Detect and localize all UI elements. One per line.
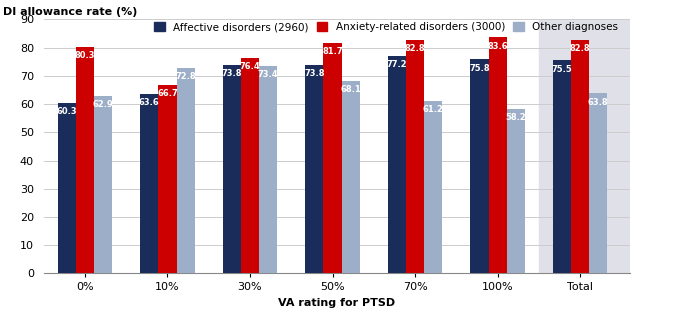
Text: 82.8: 82.8 <box>405 44 425 53</box>
Bar <box>158 85 176 273</box>
Bar <box>341 81 360 273</box>
Bar <box>507 109 525 273</box>
Text: 76.4: 76.4 <box>239 62 260 71</box>
Bar <box>306 65 323 273</box>
Text: 61.2: 61.2 <box>422 105 443 114</box>
Text: 77.2: 77.2 <box>387 60 407 69</box>
Bar <box>489 37 507 273</box>
Text: 63.8: 63.8 <box>588 98 608 106</box>
Bar <box>424 101 442 273</box>
Text: 63.6: 63.6 <box>139 98 160 107</box>
Bar <box>388 55 406 273</box>
Bar <box>259 66 277 273</box>
Text: 75.8: 75.8 <box>469 64 489 73</box>
Text: 80.3: 80.3 <box>74 51 95 60</box>
Text: 83.6: 83.6 <box>487 42 508 51</box>
Text: 60.3: 60.3 <box>56 107 77 117</box>
Text: DI allowance rate (%): DI allowance rate (%) <box>3 7 137 17</box>
Text: 75.5: 75.5 <box>552 65 573 73</box>
Legend: Affective disorders (2960), Anxiety-related disorders (3000), Other diagnoses: Affective disorders (2960), Anxiety-rela… <box>154 22 618 32</box>
X-axis label: VA rating for PTSD: VA rating for PTSD <box>278 298 395 308</box>
Bar <box>176 68 195 273</box>
Bar <box>470 60 489 273</box>
Bar <box>323 43 341 273</box>
Bar <box>76 47 94 273</box>
Text: 66.7: 66.7 <box>157 89 178 98</box>
Bar <box>140 94 158 273</box>
Text: 62.9: 62.9 <box>93 100 114 109</box>
Text: 58.2: 58.2 <box>506 113 526 123</box>
Bar <box>222 65 241 273</box>
Text: 81.7: 81.7 <box>322 47 343 56</box>
Text: 82.8: 82.8 <box>570 44 590 53</box>
Text: 68.1: 68.1 <box>340 85 361 94</box>
Bar <box>589 93 607 273</box>
Bar <box>553 60 571 273</box>
Bar <box>241 58 259 273</box>
Bar <box>571 40 589 273</box>
Bar <box>94 96 112 273</box>
Bar <box>57 103 76 273</box>
Text: 73.8: 73.8 <box>304 69 324 78</box>
Bar <box>406 40 424 273</box>
Bar <box>539 19 629 273</box>
Text: 73.4: 73.4 <box>258 71 279 79</box>
Text: 72.8: 72.8 <box>175 72 196 81</box>
Text: 73.8: 73.8 <box>222 69 242 78</box>
